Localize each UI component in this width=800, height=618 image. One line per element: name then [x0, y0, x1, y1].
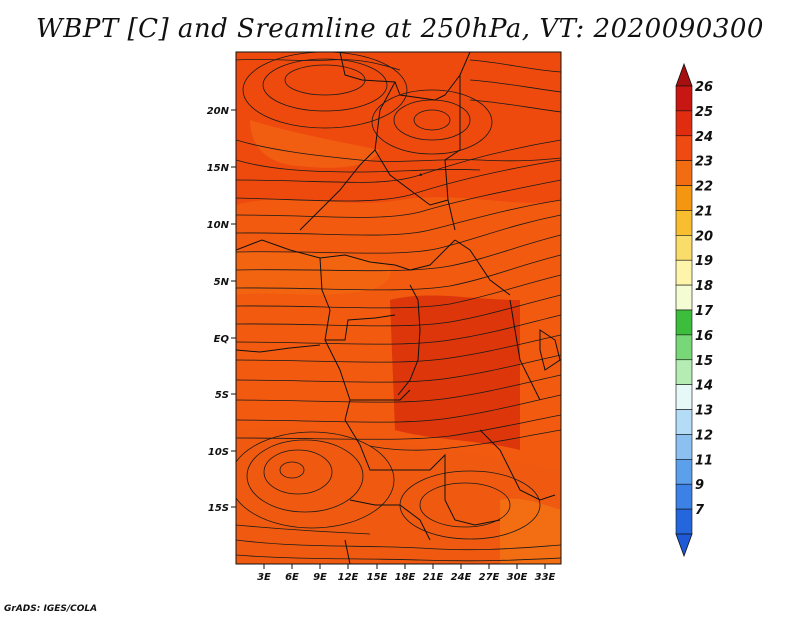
lon-label: 12E [338, 572, 359, 583]
colorbar-label: 12 [695, 428, 713, 443]
colorbar-segment [675, 359, 693, 385]
colorbar-label: 21 [695, 204, 713, 219]
lat-axis [231, 109, 236, 508]
colorbar-label: 18 [695, 279, 713, 294]
colorbar-segment [675, 85, 693, 112]
lat-label: 15N [207, 163, 230, 174]
colorbar-segment [675, 309, 693, 336]
colorbar-segment [675, 235, 693, 261]
plot-frame [235, 51, 562, 565]
colorbar-label: 7 [695, 503, 705, 518]
lon-label: 6E [285, 572, 299, 583]
lat-label: 10N [207, 220, 230, 231]
colorbar-label: 20 [695, 229, 713, 244]
colorbar-label: 19 [695, 254, 713, 269]
chart-title: WBPT [C] and Sreamline at 250hPa, VT: 20… [36, 14, 764, 44]
colorbar-segment [675, 409, 693, 435]
colorbar-segment [675, 110, 693, 137]
streamlines [236, 52, 561, 562]
lon-label: 30E [507, 572, 528, 583]
lon-label: 9E [313, 572, 327, 583]
lat-label: 20N [207, 106, 230, 117]
colorbar-segment [675, 434, 693, 460]
colorbar [675, 62, 693, 558]
lon-label: 18E [395, 572, 416, 583]
colorbar-label: 25 [695, 105, 713, 120]
colorbar-max-arrow [675, 62, 693, 87]
colorbar-segment [675, 135, 693, 161]
colorbar-segment [675, 508, 693, 535]
colorbar-segment [675, 259, 693, 286]
lon-label: 21E [423, 572, 444, 583]
colorbar-label: 17 [695, 304, 714, 319]
colorbar-label: 9 [695, 478, 704, 493]
colorbar-label: 24 [695, 130, 713, 145]
colorbar-segment [675, 334, 693, 361]
lat-label: 5S [215, 390, 229, 401]
colorbar-segment [675, 185, 693, 211]
colorbar-segment [675, 210, 693, 236]
grads-credit: GrADS: IGES/COLA [4, 604, 98, 614]
lon-label: 33E [535, 572, 556, 583]
country-borders [236, 52, 561, 564]
colorbar-segment [675, 284, 693, 311]
lon-label: 15E [367, 572, 388, 583]
lat-label: 5N [214, 277, 230, 288]
colorbar-label: 14 [695, 379, 713, 394]
colorbar-segment [675, 160, 693, 186]
lat-label: 15S [208, 503, 229, 514]
colorbar-segment [675, 384, 693, 410]
colorbar-label: 11 [695, 453, 713, 468]
colorbar-segment [675, 483, 693, 510]
lon-label: 3E [257, 572, 271, 583]
lon-axis [263, 564, 546, 569]
colorbar-label: 22 [695, 180, 713, 195]
colorbar-label: 15 [695, 354, 713, 369]
colorbar-label: 26 [695, 80, 713, 95]
lon-label: 24E [451, 572, 472, 583]
lat-label: EQ [214, 334, 230, 345]
lon-label: 27E [479, 572, 500, 583]
colorbar-labels: 26 25 24 23 22 21 20 19 18 17 16 15 14 13 12 11 9 7 [695, 80, 714, 518]
lat-label: 10S [208, 447, 229, 458]
colorbar-label: 13 [695, 404, 713, 419]
colorbar-min-arrow [675, 533, 693, 558]
colorbar-segment [675, 459, 693, 485]
colorbar-label: 23 [695, 155, 713, 170]
colorbar-label: 16 [695, 329, 713, 344]
